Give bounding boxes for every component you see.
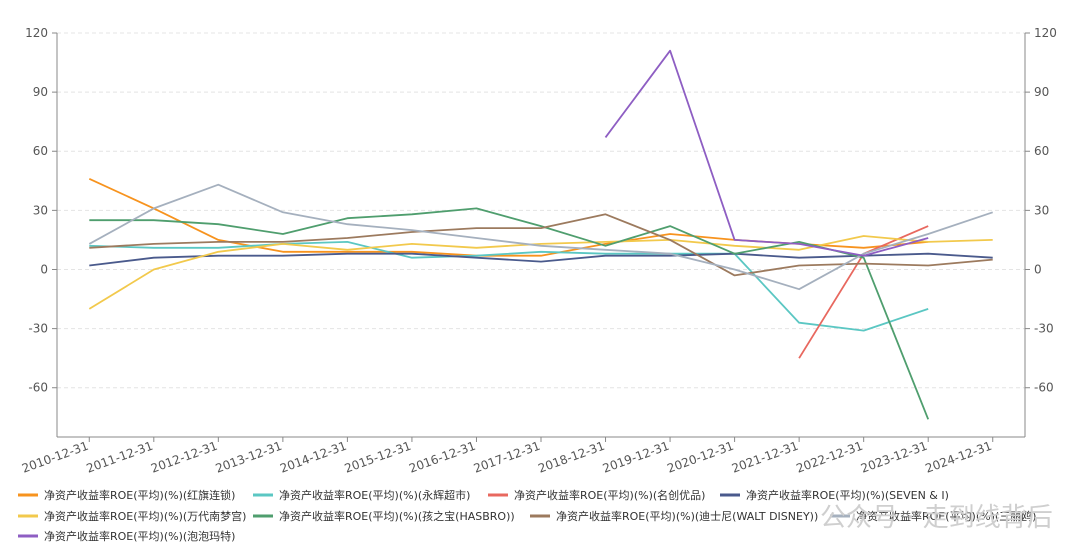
x-tick-label: 2023-12-31: [859, 439, 929, 476]
x-tick-label: 2015-12-31: [343, 439, 413, 476]
y-tick-label-right: -30: [1034, 322, 1054, 336]
legend-label: 净资产收益率ROE(平均)(%)(三丽鸥): [856, 509, 1036, 523]
axes: [52, 32, 1030, 442]
legend-label: 净资产收益率ROE(平均)(%)(名创优品): [514, 488, 705, 502]
x-tick-label: 2021-12-31: [730, 439, 800, 476]
y-tick-label-right: -60: [1034, 381, 1054, 395]
y-axis-left-ticks: 120 90 60 30 0 -30 -60: [25, 26, 48, 395]
grid-lines: [57, 32, 1025, 389]
x-tick-label: 2018-12-31: [536, 439, 606, 476]
legend-item[interactable]: 净资产收益率ROE(平均)(%)(名创优品): [488, 488, 705, 502]
y-axis-right-ticks: 120 90 60 30 0 -30 -60: [1034, 26, 1057, 395]
legend-label: 净资产收益率ROE(平均)(%)(迪士尼(WALT DISNEY)): [556, 509, 818, 523]
x-tick-label: 2024-12-31: [923, 439, 993, 476]
legend-label: 净资产收益率ROE(平均)(%)(红旗连锁): [44, 488, 235, 502]
legend-item[interactable]: 净资产收益率ROE(平均)(%)(SEVEN & I): [720, 488, 949, 502]
watermark-text: 公众号 · 走到线背后: [820, 503, 1053, 533]
y-tick-label: -30: [28, 322, 48, 336]
y-tick-label-right: 60: [1034, 144, 1049, 158]
y-tick-label: 30: [33, 203, 48, 217]
legend-item[interactable]: 净资产收益率ROE(平均)(%)(万代南梦宫): [18, 509, 246, 523]
series-line-4: [88, 235, 993, 310]
series-line-7: [88, 183, 993, 291]
x-tick-label: 2012-12-31: [149, 439, 219, 476]
series-line-8: [604, 49, 929, 257]
legend-item[interactable]: 净资产收益率ROE(平均)(%)(迪士尼(WALT DISNEY)): [530, 509, 818, 523]
x-tick-label: 2010-12-31: [20, 439, 90, 476]
legend-item[interactable]: 净资产收益率ROE(平均)(%)(红旗连锁): [18, 488, 235, 502]
legend-label: 净资产收益率ROE(平均)(%)(SEVEN & I): [746, 488, 949, 502]
series-line-1: [89, 241, 929, 332]
y-tick-label: -60: [28, 381, 48, 395]
x-axis-ticks: 2010-12-312011-12-312012-12-312013-12-31…: [20, 439, 994, 476]
legend-label: 净资产收益率ROE(平均)(%)(万代南梦宫): [44, 509, 246, 523]
x-tick-label: 2014-12-31: [278, 439, 348, 476]
legend-label: 净资产收益率ROE(平均)(%)(孩之宝(HASBRO)): [279, 509, 515, 523]
x-tick-label: 2016-12-31: [407, 439, 477, 476]
y-tick-label: 0: [40, 262, 48, 276]
x-tick-label: 2017-12-31: [472, 439, 542, 476]
x-tick-label: 2022-12-31: [794, 439, 864, 476]
y-tick-label-right: 120: [1034, 26, 1057, 40]
legend-label: 净资产收益率ROE(平均)(%)(泡泡玛特): [44, 529, 235, 543]
x-tick-label: 2019-12-31: [601, 439, 671, 476]
y-tick-label-right: 90: [1034, 85, 1049, 99]
legend-item[interactable]: 净资产收益率ROE(平均)(%)(永辉超市): [253, 488, 470, 502]
series-line-3: [89, 252, 993, 267]
y-tick-label-right: 30: [1034, 203, 1049, 217]
y-tick-label: 60: [33, 144, 48, 158]
series-line-6: [89, 213, 993, 277]
y-tick-label: 120: [25, 26, 48, 40]
x-tick-label: 2013-12-31: [214, 439, 284, 476]
x-tick-label: 2011-12-31: [84, 439, 154, 476]
y-tick-label-right: 0: [1034, 262, 1042, 276]
legend: 净资产收益率ROE(平均)(%)(红旗连锁) 净资产收益率ROE(平均)(%)(永…: [18, 488, 1036, 543]
legend-item[interactable]: 净资产收益率ROE(平均)(%)(三丽鸥): [830, 509, 1036, 523]
legend-label: 净资产收益率ROE(平均)(%)(永辉超市): [279, 488, 470, 502]
x-tick-label: 2020-12-31: [665, 439, 735, 476]
y-tick-label: 90: [33, 85, 48, 99]
legend-item[interactable]: 净资产收益率ROE(平均)(%)(孩之宝(HASBRO)): [253, 509, 515, 523]
legend-item[interactable]: 净资产收益率ROE(平均)(%)(泡泡玛特): [18, 529, 235, 543]
series-lines: [88, 49, 993, 420]
